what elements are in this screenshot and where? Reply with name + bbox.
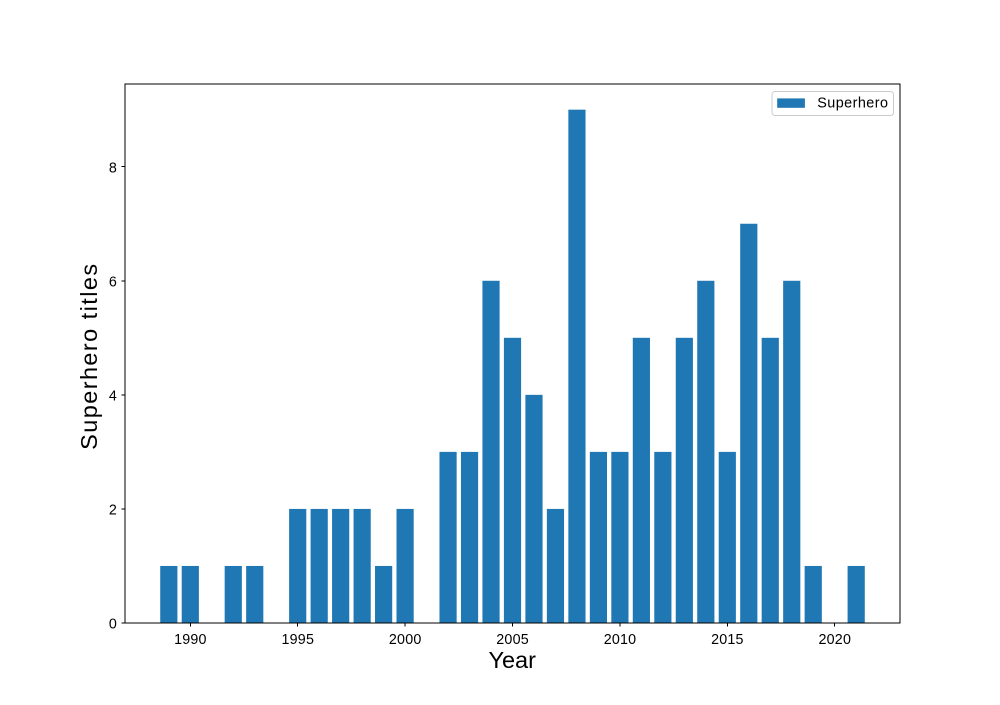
svg-text:2: 2	[109, 503, 117, 519]
svg-text:Superhero titles: Superhero titles	[76, 264, 102, 450]
svg-text:1990: 1990	[174, 632, 207, 648]
svg-text:2005: 2005	[496, 632, 529, 648]
svg-text:1995: 1995	[281, 632, 314, 648]
svg-text:Year: Year	[488, 647, 536, 673]
svg-text:2000: 2000	[389, 632, 422, 648]
svg-text:Superhero: Superhero	[817, 96, 888, 112]
svg-text:2010: 2010	[604, 632, 637, 648]
svg-text:4: 4	[109, 389, 117, 405]
svg-text:8: 8	[109, 160, 117, 176]
svg-text:0: 0	[109, 617, 117, 633]
svg-text:2015: 2015	[711, 632, 744, 648]
svg-text:6: 6	[109, 274, 117, 290]
svg-text:2020: 2020	[818, 632, 851, 648]
